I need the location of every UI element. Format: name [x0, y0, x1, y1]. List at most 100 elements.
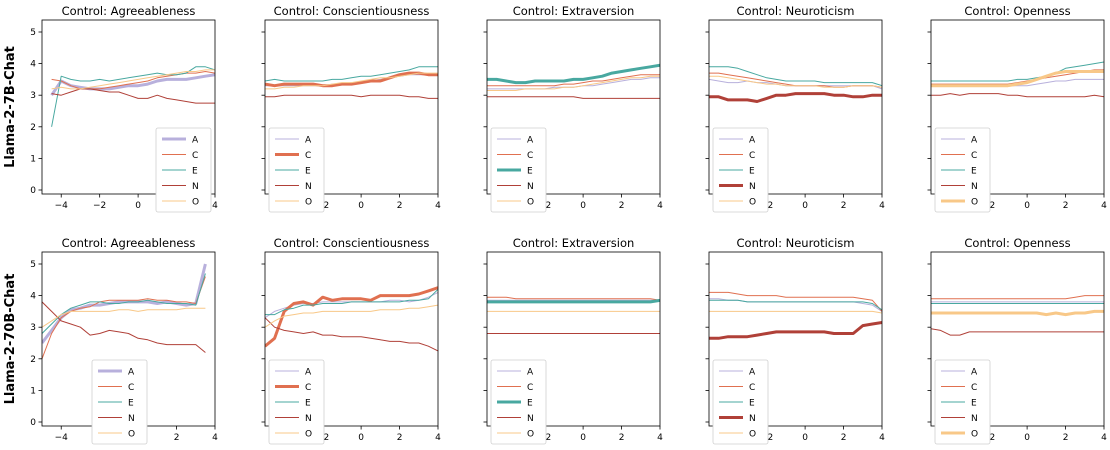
series-line-N [265, 94, 438, 99]
subplot-6: Control: Agreeableness Llama-2-70B-Chat −4… [3, 236, 218, 445]
series-line-C [265, 71, 438, 88]
series-line-A [50, 73, 215, 97]
series-line-C [931, 295, 1104, 300]
x-tick-label: 2 [619, 433, 625, 443]
y-tick-label: 1 [30, 154, 36, 164]
series-line-C [487, 74, 660, 87]
legend-label-C: C [971, 151, 977, 161]
subplot-title: Control: Openness [964, 4, 1070, 18]
x-tick-label: 0 [580, 433, 586, 443]
series-line-E [709, 66, 882, 87]
legend-label-N: N [527, 182, 534, 192]
legend-label-N: N [749, 182, 756, 192]
axes-frame [930, 19, 1105, 195]
legend-label-A: A [527, 136, 534, 146]
legend-label-O: O [128, 430, 135, 440]
subplot-1: Control: Agreeableness Llama-2-7B-Chat −4 −… [3, 4, 218, 213]
subplot-2: Control: Conscientiousness−4−2024ACENO [261, 4, 441, 213]
y-tick-label: 0 [30, 418, 36, 428]
legend-label-N: N [749, 414, 756, 424]
series-line-E [265, 66, 438, 82]
legend-label-O: O [192, 198, 199, 208]
x-tick-label: 0 [135, 201, 141, 211]
axes-frame [486, 251, 661, 427]
subplot-title: Control: Extraversion [513, 4, 635, 18]
legend-label-N: N [192, 182, 199, 192]
x-tick-label: 4 [657, 433, 663, 443]
series-line-E [51, 66, 215, 127]
series-line-N [931, 328, 1104, 336]
legend-label-O: O [971, 198, 978, 208]
legend-label-C: C [527, 383, 533, 393]
y-tick-label: 2 [30, 355, 36, 365]
legend-label-A: A [971, 136, 978, 146]
legend-label-O: O [305, 430, 312, 440]
legend-label-C: C [749, 151, 755, 161]
axes-frame [41, 19, 216, 195]
subplot-title: Control: Conscientiousness [274, 4, 430, 18]
legend-label-E: E [305, 167, 311, 177]
subplot-title: Control: Openness [964, 236, 1070, 250]
series-line-N [51, 88, 215, 104]
series-line-N [709, 92, 882, 103]
series-line-C [709, 72, 882, 88]
series-line-C [265, 286, 438, 348]
series-line-E [42, 273, 206, 334]
row-label: Llama-2-7B-Chat [3, 46, 18, 168]
legend-label-C: C [971, 383, 977, 393]
legend-label-A: A [305, 368, 312, 378]
series-line-O [931, 70, 1104, 88]
series-line-E [487, 63, 660, 85]
subplot-title: Control: Extraversion [513, 236, 635, 250]
x-tick-label: 0 [358, 433, 364, 443]
legend-label-N: N [971, 182, 978, 192]
legend-label-A: A [527, 368, 534, 378]
series-line-O [709, 75, 882, 88]
series-line-C [42, 276, 206, 359]
x-tick-label: 4 [657, 201, 663, 211]
series-line-E [931, 61, 1104, 82]
y-tick-label: 5 [30, 28, 36, 38]
x-tick-label: 0 [358, 201, 364, 211]
subplot-4: Control: Neuroticism−4−2024ACENO [705, 4, 885, 213]
legend-label-A: A [128, 368, 135, 378]
legend-label-O: O [749, 430, 756, 440]
x-tick-label: 0 [1024, 433, 1030, 443]
x-tick-label: 2 [397, 201, 403, 211]
legend-label-E: E [192, 167, 198, 177]
x-tick-label: 2 [397, 433, 403, 443]
legend-label-C: C [527, 151, 533, 161]
subplot-title: Control: Neuroticism [737, 4, 855, 18]
x-tick-label: 4 [879, 201, 885, 211]
subplot-5: Control: Openness−4−2024ACENO [927, 4, 1107, 213]
series-line-E [265, 288, 438, 316]
legend-label-O: O [971, 430, 978, 440]
y-tick-label: 4 [30, 60, 36, 70]
x-tick-label: 2 [841, 201, 847, 211]
y-tick-label: 5 [30, 260, 36, 270]
series-line-O [265, 304, 438, 328]
axes-frame [264, 19, 439, 195]
series-line-E [709, 299, 882, 311]
legend-label-E: E [749, 399, 755, 409]
axes-frame [708, 251, 883, 427]
series-line-N [42, 301, 206, 353]
y-tick-label: 4 [30, 292, 36, 302]
subplot-9: Control: Neuroticism−4−2024ACENO [705, 236, 885, 445]
x-tick-label: 4 [212, 433, 218, 443]
series-line-O [42, 307, 206, 328]
series-line-E [487, 298, 660, 304]
legend-label-C: C [305, 383, 311, 393]
y-tick-label: 0 [30, 186, 36, 196]
legend-label-A: A [749, 136, 756, 146]
series-line-C [709, 291, 882, 312]
